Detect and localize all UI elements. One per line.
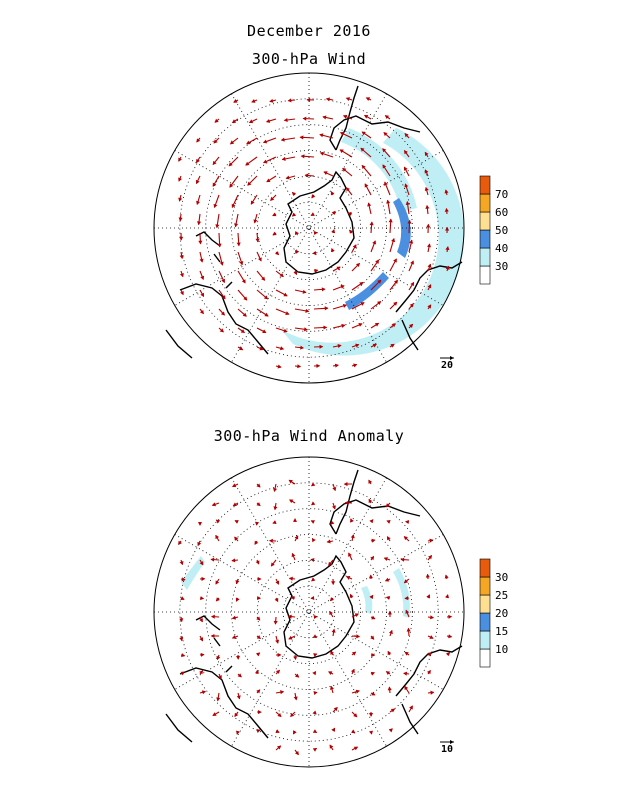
coastlines (165, 85, 463, 359)
colorbar-level-label: 60 (495, 206, 508, 219)
colorbar-level-label: 30 (495, 260, 508, 273)
wind-reference-vector: 20 (440, 356, 454, 371)
period-title: December 2016 (247, 22, 371, 40)
wind-vectors (178, 97, 450, 369)
wind-title: 300-hPa Wind (251, 50, 367, 68)
wind-colorbar: 30 40 50 60 70 (479, 175, 508, 285)
colorbar-level-label: 70 (495, 188, 508, 201)
reference-vector-label: 20 (441, 360, 453, 371)
lat-lon-grid (154, 73, 464, 383)
anomaly-title: 300-hPa Wind Anomaly (213, 427, 405, 445)
map-boundary (153, 72, 465, 384)
colorbar-level-label: 40 (495, 242, 508, 255)
colorbar-level-label: 50 (495, 224, 508, 237)
